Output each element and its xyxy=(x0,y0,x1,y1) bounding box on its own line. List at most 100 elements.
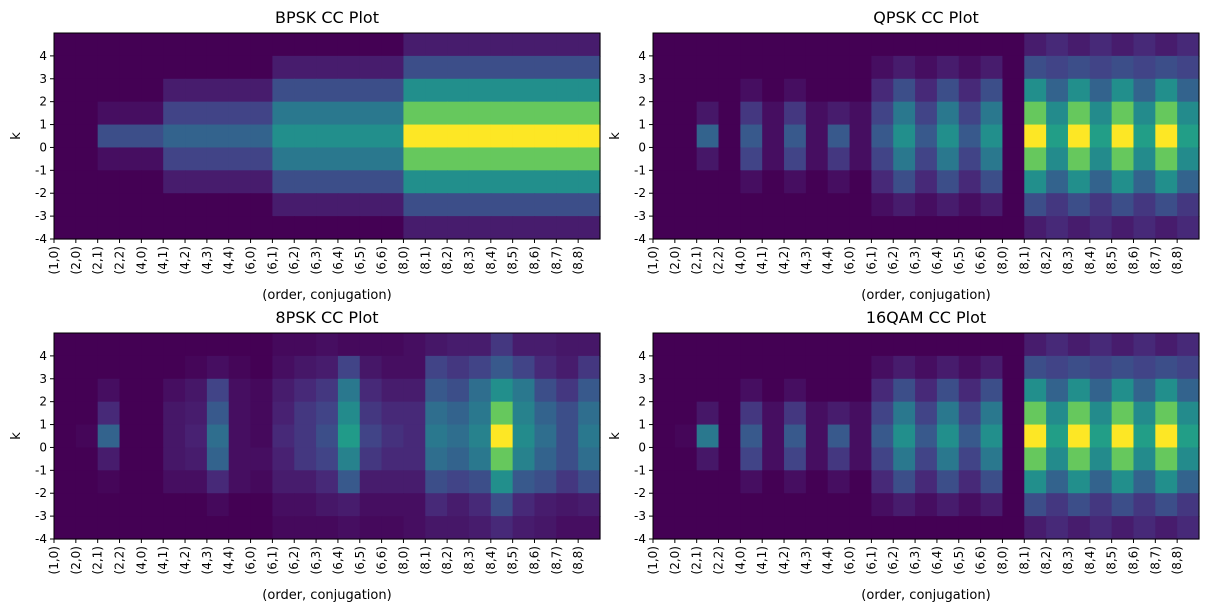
heatmap-cell xyxy=(696,124,720,149)
heatmap-cell xyxy=(784,447,807,471)
heatmap-cell xyxy=(141,216,164,240)
heatmap-cell xyxy=(534,170,557,194)
heatmap-cell xyxy=(718,333,741,357)
heatmap-cell xyxy=(141,78,164,103)
heatmap-cell xyxy=(718,170,741,194)
heatmap-cell xyxy=(97,193,121,217)
x-tick-label: (1,0) xyxy=(646,546,660,574)
heatmap-cell xyxy=(447,216,470,240)
heatmap-cell xyxy=(54,124,77,149)
heatmap-cell xyxy=(936,516,960,540)
heatmap-cell xyxy=(1002,33,1025,57)
heatmap-cell xyxy=(1133,333,1156,357)
heatmap-cell xyxy=(1133,101,1156,126)
heatmap-cell xyxy=(97,55,121,80)
heatmap-cell xyxy=(185,493,208,517)
heatmap-cell xyxy=(762,124,785,149)
x-tick-label: (6,6) xyxy=(974,546,988,574)
x-tick-label: (8,6) xyxy=(1126,546,1140,574)
heatmap-cell xyxy=(1024,424,1047,449)
heatmap-cell xyxy=(784,55,807,80)
heatmap-cell xyxy=(447,124,470,149)
heatmap-cell xyxy=(915,355,938,380)
heatmap-cell xyxy=(381,124,405,149)
heatmap-cell xyxy=(337,378,361,403)
heatmap-cell xyxy=(696,147,720,171)
heatmap-cell xyxy=(653,516,676,540)
heatmap-cell xyxy=(359,424,383,449)
heatmap-cell xyxy=(784,493,807,517)
heatmap-cell xyxy=(958,493,982,517)
heatmap-cell xyxy=(337,170,361,194)
y-tick-label: 0 xyxy=(39,440,47,454)
heatmap-cell xyxy=(556,170,579,194)
heatmap-cell xyxy=(141,493,164,517)
heatmap-cell xyxy=(534,424,557,449)
heatmap-cell xyxy=(119,493,142,517)
x-tick-label: (4,1) xyxy=(755,546,769,574)
heatmap-cell xyxy=(696,193,720,217)
heatmap-cell xyxy=(1089,55,1113,80)
heatmap-cell xyxy=(936,33,960,57)
x-tick-label: (8,5) xyxy=(506,246,520,274)
heatmap-cell xyxy=(185,170,208,194)
heatmap-cell xyxy=(1089,447,1113,471)
y-tick-label: -2 xyxy=(35,186,47,200)
heatmap-cell xyxy=(936,216,960,240)
heatmap-cell xyxy=(1046,493,1069,517)
heatmap-cell xyxy=(512,193,536,217)
heatmap-cell xyxy=(512,78,536,103)
heatmap-cell xyxy=(1133,124,1156,149)
x-tick-label: (8,7) xyxy=(549,246,563,274)
heatmap-panel-3: 8PSK CC Plot 4 3 2 1 0 -1 -2 -3 -4(1,0) (2,0) (2,1)… xyxy=(9,308,601,603)
heatmap-cell xyxy=(958,447,982,471)
heatmap-cell xyxy=(468,333,492,357)
heatmap-cell xyxy=(1089,193,1113,217)
heatmap-cell xyxy=(1002,170,1025,194)
heatmap-cell xyxy=(674,147,698,171)
heatmap-cell xyxy=(54,147,77,171)
heatmap-cell xyxy=(936,470,960,494)
heatmap-cell xyxy=(468,470,492,494)
heatmap-cell xyxy=(827,124,851,149)
heatmap-cell xyxy=(206,78,230,103)
y-tick-label: 2 xyxy=(638,395,646,409)
heatmap-cell xyxy=(381,170,405,194)
heatmap-cell xyxy=(805,355,829,380)
heatmap-cell xyxy=(316,493,339,517)
heatmap-cell xyxy=(1133,516,1156,540)
heatmap-cell xyxy=(512,147,536,171)
heatmap-cell xyxy=(762,516,785,540)
chart-title: 16QAM CC Plot xyxy=(866,308,986,327)
heatmap-cell xyxy=(119,424,142,449)
heatmap-cell xyxy=(740,193,763,217)
heatmap-cell xyxy=(740,401,763,426)
heatmap-cell xyxy=(980,424,1004,449)
heatmap-cell xyxy=(1177,170,1200,194)
heatmap-cell xyxy=(1046,216,1069,240)
x-tick-label: (8,4) xyxy=(484,546,498,574)
heatmap-cell xyxy=(54,101,77,126)
heatmap-cell xyxy=(1067,55,1091,80)
heatmap-cell xyxy=(915,493,938,517)
heatmap-cell xyxy=(185,470,208,494)
heatmap-cell xyxy=(228,147,252,171)
heatmap-cell xyxy=(1024,147,1047,171)
heatmap-cell xyxy=(316,378,339,403)
heatmap-cell xyxy=(75,333,99,357)
heatmap-cell xyxy=(849,355,872,380)
heatmap-cell xyxy=(75,424,99,449)
heatmap-cell xyxy=(1155,55,1178,80)
heatmap-cell xyxy=(468,447,492,471)
heatmap-cell xyxy=(805,216,829,240)
heatmap-cell xyxy=(381,424,405,449)
heatmap-cell xyxy=(915,124,938,149)
heatmap-cell xyxy=(827,147,851,171)
heatmap-cell xyxy=(403,55,426,80)
heatmap-cell xyxy=(718,193,741,217)
heatmap-cell xyxy=(958,401,982,426)
heatmap-cell xyxy=(163,193,186,217)
heatmap-cell xyxy=(381,101,405,126)
heatmap-cell xyxy=(958,216,982,240)
heatmap-cell xyxy=(1155,401,1178,426)
